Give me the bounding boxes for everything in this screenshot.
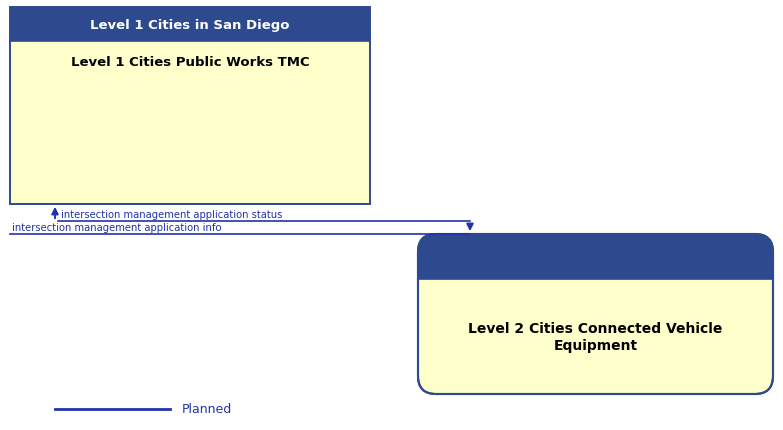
Bar [10,8,370,205]
Bar [10,42,370,205]
Text: Planned: Planned [182,402,233,415]
FancyBboxPatch shape [418,234,773,280]
FancyBboxPatch shape [418,234,773,394]
Bar [10,8,370,42]
Text: Level 1 Cities Public Works TMC: Level 1 Cities Public Works TMC [70,56,309,69]
Text: intersection management application info: intersection management application info [12,222,222,233]
Bar [418,252,773,280]
Text: intersection management application status: intersection management application stat… [61,209,283,219]
Text: Level 1 Cities in San Diego: Level 1 Cities in San Diego [90,18,290,31]
Text: Level 2 Cities Connected Vehicle
Equipment: Level 2 Cities Connected Vehicle Equipme… [468,322,723,352]
